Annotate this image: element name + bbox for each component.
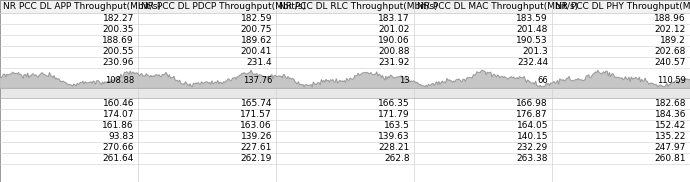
Bar: [0, 88, 690, 98]
Text: 240.57: 240.57: [655, 58, 686, 67]
Text: 188.69: 188.69: [102, 36, 134, 45]
Text: 231.4: 231.4: [246, 58, 272, 67]
Text: 176.87: 176.87: [516, 110, 548, 119]
Text: 263.38: 263.38: [517, 154, 548, 163]
Bar: [0, 0, 690, 13]
Text: 231.92: 231.92: [379, 58, 410, 67]
Text: 202.12: 202.12: [655, 25, 686, 34]
Text: 171.79: 171.79: [378, 110, 410, 119]
Text: 139.26: 139.26: [241, 132, 272, 141]
Text: 164.05: 164.05: [517, 121, 548, 130]
Text: 228.21: 228.21: [379, 143, 410, 152]
Text: 190.06: 190.06: [378, 36, 410, 45]
Text: NR PCC DL PHY Throughput(Mbit/s): NR PCC DL PHY Throughput(Mbit/s): [555, 2, 690, 11]
Text: 262.8: 262.8: [384, 154, 410, 163]
Text: 165.74: 165.74: [241, 99, 272, 108]
Text: 232.29: 232.29: [517, 143, 548, 152]
Text: 160.46: 160.46: [103, 99, 134, 108]
Text: 190.53: 190.53: [516, 36, 548, 45]
Text: 182.68: 182.68: [655, 99, 686, 108]
Text: 166.98: 166.98: [516, 99, 548, 108]
Text: NR PCC DL MAC Throughput(Mbit/s): NR PCC DL MAC Throughput(Mbit/s): [417, 2, 578, 11]
Text: 227.61: 227.61: [241, 143, 272, 152]
Text: 260.81: 260.81: [655, 154, 686, 163]
Text: 183.59: 183.59: [516, 14, 548, 23]
Text: 188.96: 188.96: [654, 14, 686, 23]
Text: 66: 66: [538, 76, 548, 85]
Text: 182.27: 182.27: [103, 14, 134, 23]
Text: 200.55: 200.55: [103, 47, 134, 56]
Text: 108.88: 108.88: [105, 76, 134, 85]
Text: 152.42: 152.42: [655, 121, 686, 130]
Text: 110.59: 110.59: [657, 76, 686, 85]
Text: 232.44: 232.44: [517, 58, 548, 67]
Text: 13: 13: [400, 76, 410, 85]
Text: 200.41: 200.41: [241, 47, 272, 56]
Text: 163.5: 163.5: [384, 121, 410, 130]
Text: 183.17: 183.17: [378, 14, 410, 23]
Text: 200.88: 200.88: [379, 47, 410, 56]
Text: 200.75: 200.75: [241, 25, 272, 34]
Text: 139.63: 139.63: [378, 132, 410, 141]
Text: NR PCC DL APP Throughput(Mbit/s): NR PCC DL APP Throughput(Mbit/s): [3, 2, 161, 11]
Text: 182.59: 182.59: [241, 14, 272, 23]
Text: 166.35: 166.35: [378, 99, 410, 108]
Text: NR PCC DL PDCP Throughput(Mbit/s): NR PCC DL PDCP Throughput(Mbit/s): [141, 2, 306, 11]
Text: 163.06: 163.06: [240, 121, 272, 130]
Text: 184.36: 184.36: [655, 110, 686, 119]
Text: 140.15: 140.15: [517, 132, 548, 141]
Text: 137.76: 137.76: [243, 76, 272, 85]
Text: 201.02: 201.02: [379, 25, 410, 34]
Text: 247.97: 247.97: [655, 143, 686, 152]
Text: 270.66: 270.66: [103, 143, 134, 152]
Text: 174.07: 174.07: [103, 110, 134, 119]
Text: 135.22: 135.22: [655, 132, 686, 141]
Text: 201.48: 201.48: [517, 25, 548, 34]
Text: 202.68: 202.68: [655, 47, 686, 56]
Text: 189.2: 189.2: [660, 36, 686, 45]
Text: 262.19: 262.19: [241, 154, 272, 163]
Text: 161.86: 161.86: [102, 121, 134, 130]
Text: 201.3: 201.3: [522, 47, 548, 56]
Text: 93.83: 93.83: [108, 132, 134, 141]
Text: 230.96: 230.96: [103, 58, 134, 67]
Text: 261.64: 261.64: [103, 154, 134, 163]
Text: NR PCC DL RLC Throughput(Mbit/s): NR PCC DL RLC Throughput(Mbit/s): [279, 2, 437, 11]
Text: 189.62: 189.62: [241, 36, 272, 45]
Text: 200.35: 200.35: [103, 25, 134, 34]
Text: 171.57: 171.57: [240, 110, 272, 119]
